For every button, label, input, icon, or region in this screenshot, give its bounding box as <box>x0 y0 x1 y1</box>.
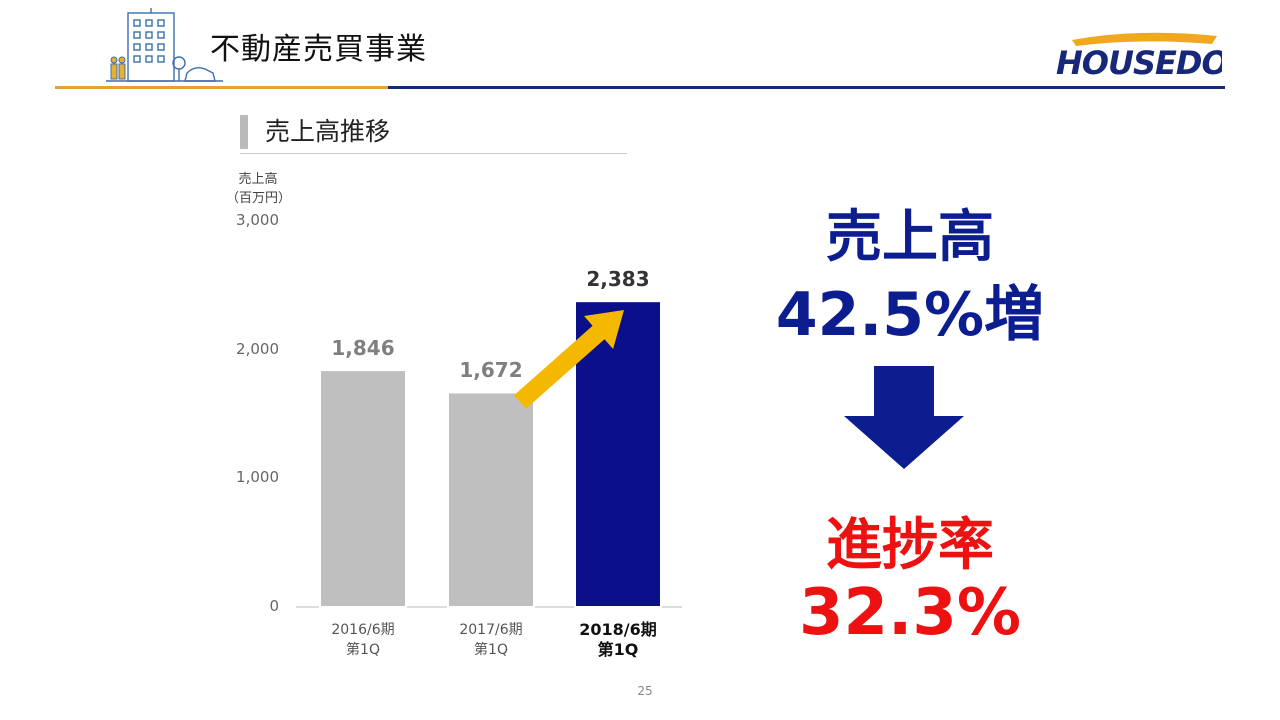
x-tick-label-line1: 2017/6期 <box>459 622 523 638</box>
growth-arrow-icon <box>514 310 624 409</box>
bar-value-label: 2,383 <box>586 267 650 292</box>
x-tick-label-line1: 2018/6期 <box>579 620 657 639</box>
x-tick-label: 2016/6期 第1Q <box>303 620 423 660</box>
building-icon <box>106 8 223 82</box>
x-tick-label-line2: 第1Q <box>597 640 639 659</box>
header-rule-orange <box>55 86 388 89</box>
y-tick-label: 1,000 <box>236 468 279 486</box>
x-tick-label-line1: 2016/6期 <box>331 622 395 638</box>
x-tick-label-line2: 第1Q <box>474 642 508 658</box>
section-underline <box>240 153 627 154</box>
x-tick-label: 2017/6期 第1Q <box>431 620 551 660</box>
callout-sales-label: 売上高 <box>826 205 994 270</box>
callout-growth-value: 42.5%増 <box>775 280 1045 350</box>
down-arrow-icon <box>844 366 964 469</box>
housedo-logo: HOUSEDO <box>1056 32 1222 80</box>
page-number: 25 <box>637 684 653 698</box>
x-tick-label-line2: 第1Q <box>346 642 380 658</box>
bar-2 <box>447 391 535 608</box>
section-title: 売上高推移 <box>265 117 391 146</box>
bar-value-label: 1,846 <box>331 336 395 361</box>
y-axis-title-line2: （百万円） <box>226 191 292 206</box>
svg-text:HOUSEDO: HOUSEDO <box>1056 44 1222 80</box>
bar-1 <box>319 369 407 609</box>
bar-value-label: 1,672 <box>459 358 523 383</box>
y-tick-label: 0 <box>269 597 279 615</box>
y-tick-label: 2,000 <box>236 340 279 358</box>
callout-progress-value: 32.3% <box>798 576 1022 650</box>
x-tick-label: 2018/6期 第1Q <box>558 620 678 660</box>
y-axis-title-line1: 売上高 <box>238 172 278 187</box>
section-marker <box>240 115 248 149</box>
page-title: 不動産売買事業 <box>210 32 427 67</box>
header-rule-navy <box>388 86 1225 89</box>
y-tick-label: 3,000 <box>236 211 279 229</box>
y-axis-title: 売上高 （百万円） <box>226 170 292 208</box>
callout-progress-label: 進捗率 <box>826 513 994 578</box>
